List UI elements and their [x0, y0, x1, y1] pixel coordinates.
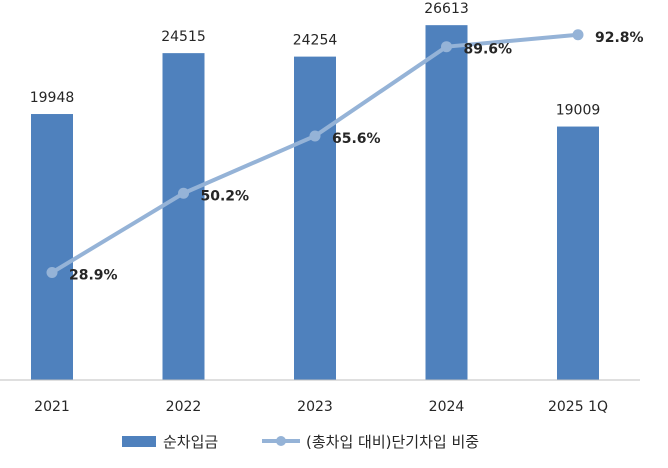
bar-value-label: 19948: [30, 90, 75, 106]
bars-layer: [31, 25, 599, 381]
bar-value-label: 26613: [424, 1, 469, 17]
line-value-label: 28.9%: [69, 267, 118, 283]
x-tick-labels: 2021 2022 2023 2024 2025 1Q: [34, 399, 608, 415]
x-tick-label: 2024: [429, 399, 465, 415]
labels-layer: 19948 24515 24254 26613 19009 28.9% 50.2% 65.6%…: [30, 1, 644, 283]
legend: 순차입금 (총차입 대비)단기차입 비중: [122, 433, 479, 451]
line-point: [178, 187, 189, 199]
legend-label-bar: 순차입금: [163, 433, 218, 451]
x-tick-label: 2021: [34, 399, 70, 415]
legend-swatch-marker: [276, 436, 286, 446]
bar: [557, 126, 599, 381]
bar: [294, 56, 336, 380]
bar-value-label: 24515: [161, 29, 206, 45]
line-value-label: 65.6%: [332, 131, 381, 147]
line-point: [46, 266, 58, 278]
bar: [162, 53, 205, 381]
x-tick-label: 2023: [297, 399, 333, 415]
bar-value-label: 19009: [556, 103, 601, 119]
x-tick-label: 2022: [166, 399, 202, 415]
line-point: [309, 130, 321, 142]
bar: [425, 25, 468, 380]
line-value-label: 50.2%: [201, 188, 250, 204]
line-point: [441, 41, 452, 53]
bar-value-label: 24254: [293, 33, 338, 49]
line-value-label: 92.8%: [595, 30, 644, 46]
line-point: [572, 29, 584, 41]
line-value-label: 89.6%: [464, 42, 513, 58]
legend-label-line: (총차입 대비)단기차입 비중: [306, 433, 479, 451]
bar: [31, 114, 73, 380]
line-layer: [46, 29, 584, 278]
x-tick-label: 2025 1Q: [548, 399, 608, 415]
legend-swatch-bar: [122, 436, 156, 447]
